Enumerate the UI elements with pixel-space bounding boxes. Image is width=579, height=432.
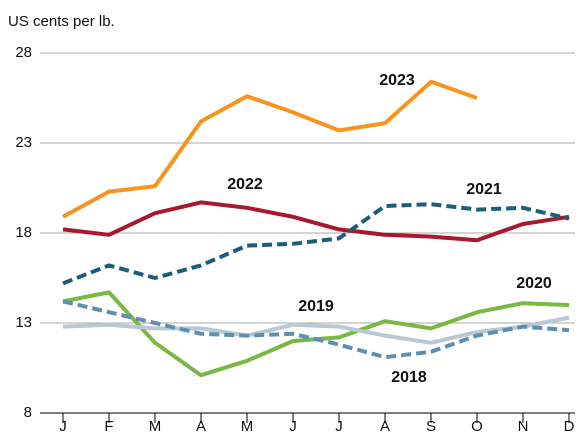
- x-tick-label: A: [196, 418, 206, 432]
- series-label: 2019: [298, 298, 334, 315]
- x-tick-label: S: [426, 418, 436, 432]
- x-tick-label: M: [149, 418, 162, 432]
- series-line: [62, 79, 478, 219]
- series-label: 2022: [227, 176, 263, 193]
- y-tick-label: 13: [15, 314, 32, 331]
- y-tick-label: 8: [24, 404, 32, 421]
- x-tick-label: F: [104, 418, 113, 432]
- series-line: [62, 200, 570, 243]
- y-tick-label: 28: [15, 44, 32, 61]
- x-tick-label: J: [289, 418, 297, 432]
- series-label: 2020: [516, 275, 552, 292]
- x-tick-label: N: [518, 418, 529, 432]
- series-label: 2021: [466, 181, 502, 198]
- y-axis-label: US cents per lb.: [8, 13, 115, 30]
- x-tick-label: A: [380, 418, 390, 432]
- y-tick-label: 23: [15, 134, 32, 151]
- x-tick-label: J: [59, 418, 67, 432]
- y-tick-label: 18: [15, 224, 32, 241]
- x-tick-label: M: [241, 418, 254, 432]
- series-line: [62, 202, 570, 286]
- x-tick-label: O: [471, 418, 483, 432]
- x-tick-label: D: [564, 418, 575, 432]
- series-label: 2023: [379, 72, 415, 89]
- x-tick-label: J: [335, 418, 343, 432]
- series-line: [62, 299, 570, 360]
- series-line: [62, 315, 570, 345]
- series-label: 2018: [391, 369, 427, 386]
